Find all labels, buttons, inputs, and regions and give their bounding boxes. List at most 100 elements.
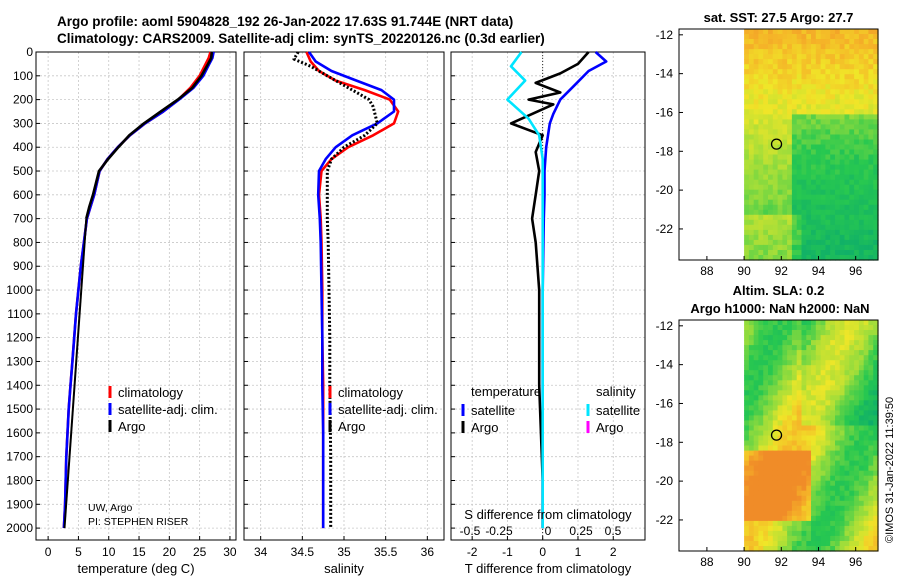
heatmap-cell [777, 149, 783, 156]
heatmap-cell [863, 495, 870, 502]
heatmap-cell [768, 219, 774, 226]
heatmap-cell [863, 159, 870, 166]
heatmap-cell [768, 109, 774, 115]
heatmap-cell [753, 425, 760, 432]
heatmap-cell [768, 500, 774, 507]
heatmap-cell [858, 420, 865, 426]
heatmap-cell [873, 370, 879, 376]
heatmap-cell [744, 405, 750, 411]
heatmap-cell [782, 169, 788, 176]
heatmap-cell [839, 194, 846, 201]
heatmap-cell [782, 89, 788, 95]
heatmap-cell [758, 460, 764, 467]
heatmap-cell [868, 199, 874, 206]
heatmap-cell [830, 515, 836, 522]
heatmap-cell [787, 104, 793, 110]
heatmap-cell [825, 365, 831, 371]
heatmap-cell [825, 475, 831, 482]
heatmap-cell [815, 144, 822, 151]
heatmap-cell [820, 495, 826, 502]
heatmap-cell [806, 360, 812, 366]
heatmap-cell [868, 541, 874, 547]
heatmap-cell [815, 250, 822, 256]
heatmap-cell [835, 510, 841, 517]
heatmap-cell [820, 440, 826, 447]
heatmap-cell [777, 179, 783, 186]
heatmap-cell [839, 330, 846, 336]
heatmap-cell [791, 104, 798, 110]
heatmap-cell [858, 29, 865, 35]
heatmap-cell [844, 380, 850, 386]
heatmap-cell [839, 380, 846, 386]
heatmap-cell [772, 530, 779, 537]
heatmap-cell [820, 229, 826, 236]
heatmap-cell [772, 546, 779, 552]
heatmap-cell [858, 405, 865, 411]
heatmap-cell [811, 505, 817, 512]
heatmap-cell [796, 79, 803, 85]
heatmap-cell [844, 250, 850, 256]
heatmap-cell [772, 430, 779, 437]
heatmap-cell [763, 360, 769, 366]
heatmap-cell [753, 59, 760, 65]
heatmap-cell [758, 59, 764, 65]
heatmap-cell [782, 360, 788, 366]
heatmap-cell [753, 325, 760, 331]
heatmap-cell [820, 485, 826, 492]
heatmap-cell [849, 475, 855, 482]
heatmap-cell [801, 255, 807, 261]
heatmap-cell [768, 440, 774, 447]
heatmap-cell [854, 370, 860, 376]
heatmap-cell [820, 480, 826, 487]
heatmap-cell [768, 485, 774, 492]
heatmap-cell [858, 179, 865, 186]
heatmap-cell [744, 330, 750, 336]
heatmap-cell [858, 395, 865, 401]
heatmap-cell [777, 34, 783, 40]
heatmap-cell [763, 475, 769, 482]
heatmap-cell [787, 124, 793, 130]
heatmap-cell [796, 104, 803, 110]
heatmap-cell [791, 34, 798, 40]
heatmap-cell [830, 189, 836, 196]
heatmap-cell [863, 520, 870, 527]
heatmap-cell [830, 184, 836, 191]
heatmap-cell [863, 345, 870, 351]
heatmap-cell [763, 415, 769, 421]
heatmap-cell [863, 79, 870, 85]
heatmap-cell [815, 129, 822, 135]
heatmap-cell [787, 194, 793, 201]
heatmap-cell [849, 194, 855, 201]
heatmap-cell [763, 430, 769, 437]
heatmap-cell [744, 435, 750, 442]
heatmap-cell [806, 29, 812, 35]
heatmap-cell [849, 415, 855, 421]
heatmap-cell [787, 325, 793, 331]
heatmap-cell [768, 99, 774, 105]
heatmap-cell [758, 154, 764, 161]
heatmap-cell [777, 380, 783, 386]
heatmap-cell [858, 425, 865, 432]
heatmap-cell [835, 159, 841, 166]
heatmap-cell [777, 29, 783, 35]
heatmap-cell [849, 355, 855, 361]
heatmap-cell [839, 340, 846, 346]
heatmap-cell [844, 255, 850, 261]
heatmap-cell [801, 194, 807, 201]
heatmap-cell [849, 169, 855, 176]
heatmap-cell [858, 219, 865, 226]
heatmap-cell [791, 430, 798, 437]
heatmap-cell [753, 505, 760, 512]
heatmap-cell [772, 34, 779, 40]
heatmap-cell [806, 340, 812, 346]
heatmap-cell [854, 214, 860, 221]
heatmap-cell [744, 164, 750, 171]
heatmap-cell [839, 64, 846, 70]
heatmap-cell [753, 500, 760, 507]
heatmap-cell [830, 255, 836, 261]
y-tick-label: 200 [13, 93, 33, 107]
heatmap-cell [744, 325, 750, 331]
heatmap-cell [758, 199, 764, 206]
heatmap-cell [806, 89, 812, 95]
heatmap-cell [772, 370, 779, 376]
